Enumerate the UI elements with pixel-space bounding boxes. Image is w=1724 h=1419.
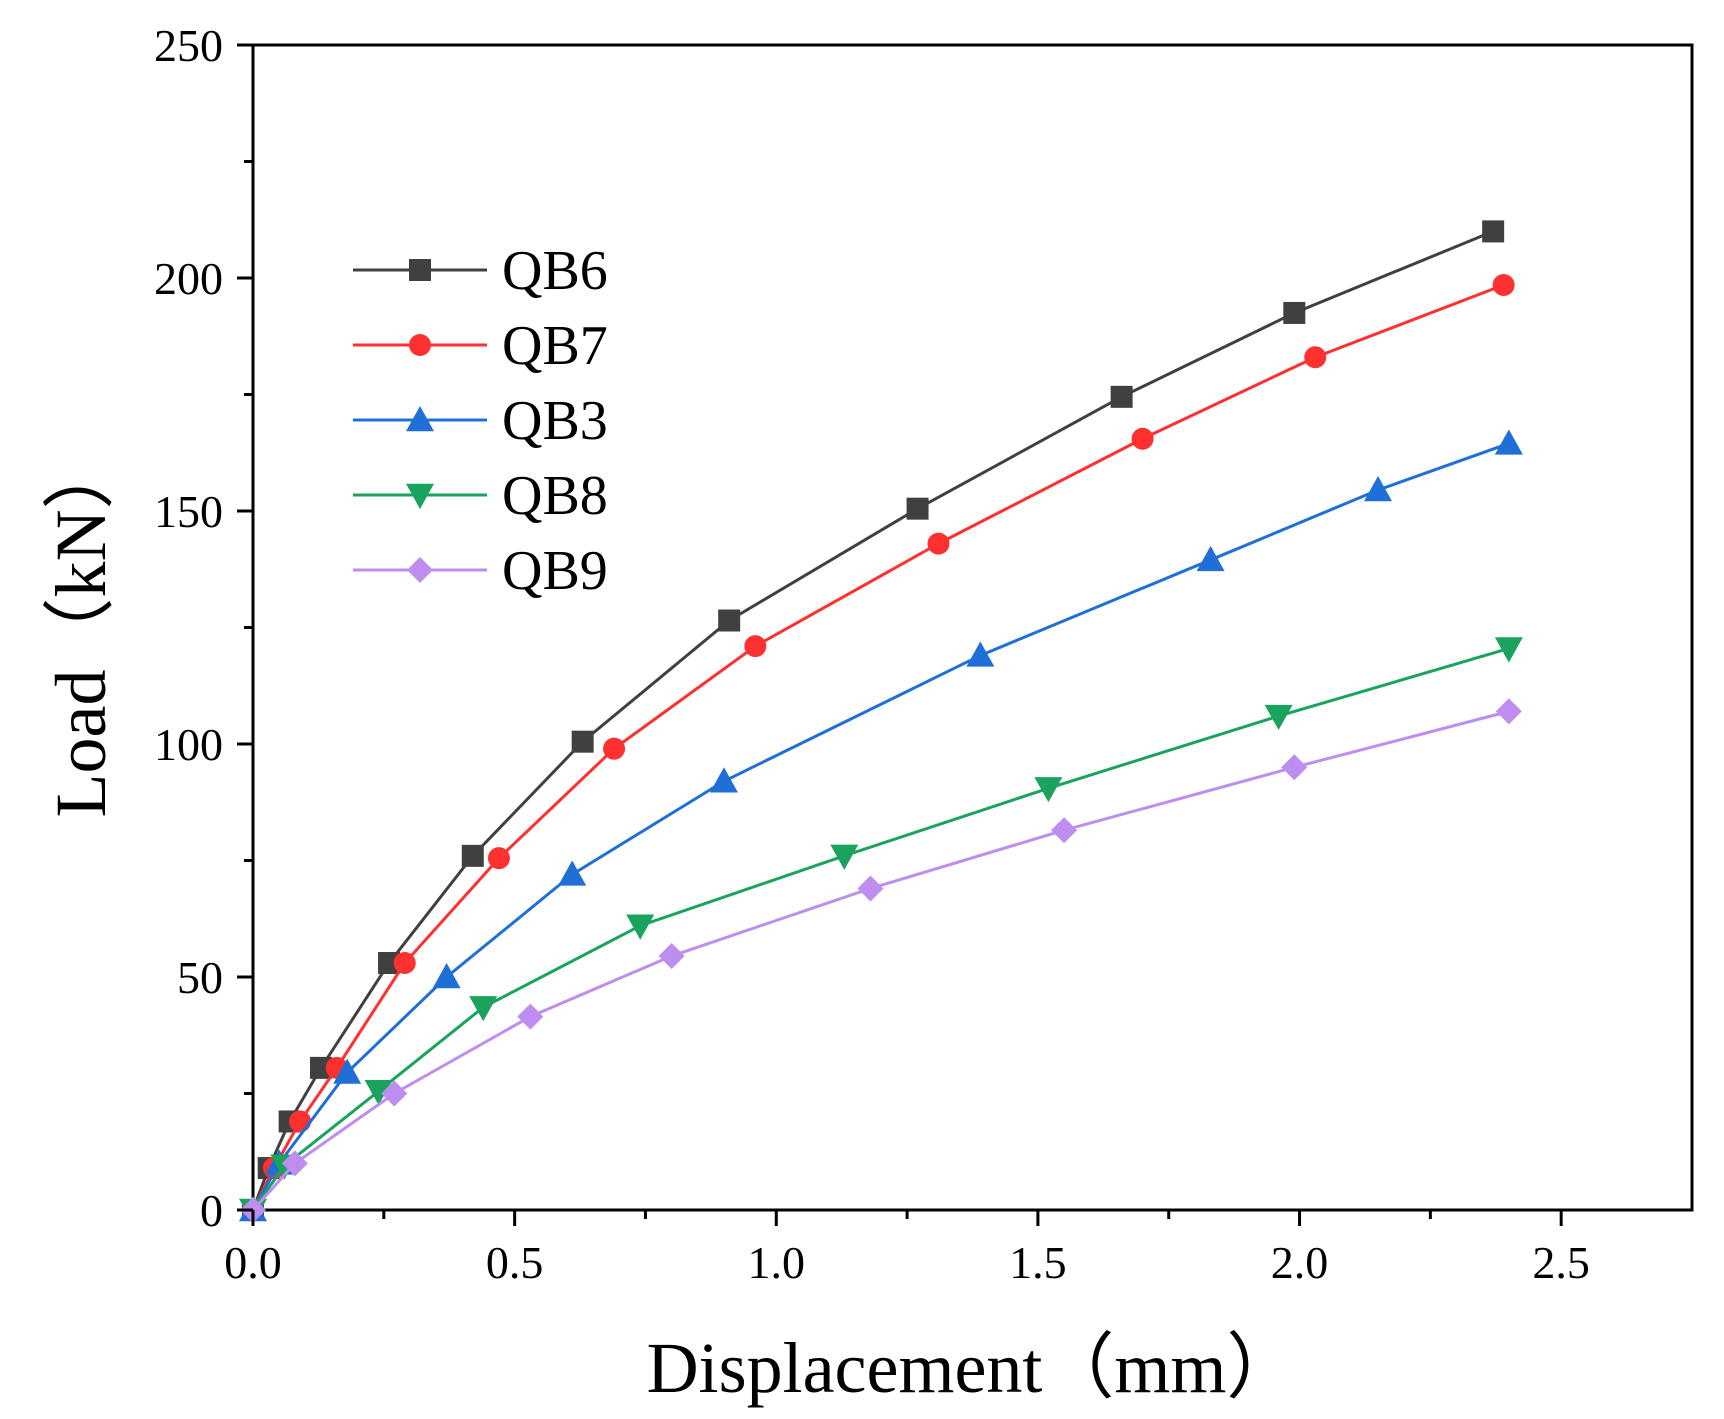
legend-item-qb6: QB6 — [353, 240, 608, 302]
triangle-up-marker — [558, 860, 587, 886]
series-line — [251, 283, 1505, 1211]
y-tick-label: 200 — [154, 253, 223, 304]
series-line — [251, 230, 1494, 1211]
square-marker — [1110, 385, 1133, 408]
diamond-marker — [281, 1150, 308, 1177]
y-tick-label: 100 — [154, 719, 223, 770]
triangle-down-marker — [1264, 704, 1293, 731]
diamond-marker — [407, 557, 433, 583]
series-qb3 — [239, 429, 1523, 1222]
square-marker — [461, 844, 484, 867]
y-tick-label: 0 — [200, 1185, 223, 1236]
triangle-down-marker — [1034, 777, 1063, 803]
legend-label: QB9 — [502, 540, 608, 602]
square-marker — [378, 952, 401, 975]
legend-label: QB6 — [502, 240, 608, 302]
x-tick-label: 0.5 — [486, 1237, 544, 1288]
square-marker — [1482, 220, 1505, 243]
series-qb8 — [239, 637, 1523, 1224]
y-tick-label: 50 — [177, 952, 223, 1003]
triangle-up-marker — [1364, 476, 1393, 502]
legend-item-qb3: QB3 — [353, 390, 608, 452]
diamond-marker — [1281, 754, 1308, 781]
triangle-up-marker — [966, 641, 995, 667]
triangle-down-marker — [626, 914, 655, 940]
triangle-up-marker — [406, 406, 434, 432]
square-marker — [571, 730, 594, 753]
circle-marker — [1131, 427, 1154, 450]
circle-marker — [744, 635, 767, 658]
plot-area — [251, 43, 1694, 1212]
legend-item-qb8: QB8 — [353, 465, 608, 527]
y-tick-label: 150 — [154, 486, 223, 537]
plot-frame — [251, 43, 1694, 1212]
circle-marker — [289, 1110, 312, 1133]
x-tick-label: 1.0 — [748, 1237, 806, 1288]
series-line — [251, 442, 1510, 1211]
triangle-up-marker — [1196, 545, 1225, 572]
y-tick-label: 250 — [154, 20, 223, 71]
legend: QB6 QB7 QB3 QB8 QB9 — [353, 240, 608, 602]
axes-layer: 0.0 0.5 1.0 1.5 2.0 2.5 0 50 100 150 200 250 — [154, 20, 1590, 1288]
circle-marker — [409, 334, 431, 356]
triangle-up-marker — [432, 963, 461, 989]
legend-label: QB8 — [502, 465, 608, 527]
square-marker — [310, 1056, 333, 1079]
square-marker — [1283, 301, 1306, 324]
triangle-down-marker — [1494, 637, 1523, 663]
series-line — [251, 647, 1510, 1211]
circle-marker — [1492, 273, 1515, 296]
circle-marker — [393, 952, 416, 975]
triangle-up-marker — [333, 1058, 362, 1084]
square-marker — [718, 609, 741, 632]
diamond-marker — [1495, 698, 1522, 725]
triangle-down-marker — [830, 844, 859, 870]
series-layer — [239, 220, 1523, 1224]
legend-label: QB7 — [502, 315, 608, 377]
x-tick-label: 2.5 — [1532, 1237, 1590, 1288]
circle-marker — [1304, 346, 1327, 369]
triangle-down-marker — [364, 1079, 393, 1106]
x-tick-label: 2.0 — [1271, 1237, 1329, 1288]
y-axis-title: Load（kN） — [41, 438, 121, 818]
square-marker — [409, 259, 431, 281]
diamond-marker — [517, 1003, 544, 1030]
diamond-marker — [857, 875, 884, 902]
legend-item-qb9: QB9 — [353, 540, 608, 602]
series-qb9 — [240, 698, 1522, 1223]
series-line — [251, 709, 1510, 1212]
circle-marker — [603, 737, 626, 760]
x-tick-label: 0.0 — [224, 1237, 282, 1288]
triangle-up-marker — [1494, 429, 1523, 455]
triangle-down-marker — [469, 996, 498, 1022]
circle-marker — [927, 532, 950, 555]
square-marker — [906, 497, 929, 520]
x-tick-label: 1.5 — [1009, 1237, 1067, 1288]
diamond-marker — [381, 1080, 408, 1107]
x-axis-title: Displacement（mm） — [647, 1328, 1299, 1408]
circle-marker — [487, 847, 510, 870]
diamond-marker — [1051, 817, 1078, 844]
legend-label: QB3 — [502, 390, 608, 452]
series-qb7 — [242, 273, 1515, 1221]
diamond-marker — [658, 943, 685, 970]
legend-item-qb7: QB7 — [353, 315, 608, 377]
triangle-up-marker — [709, 767, 738, 793]
triangle-down-marker — [406, 483, 434, 509]
